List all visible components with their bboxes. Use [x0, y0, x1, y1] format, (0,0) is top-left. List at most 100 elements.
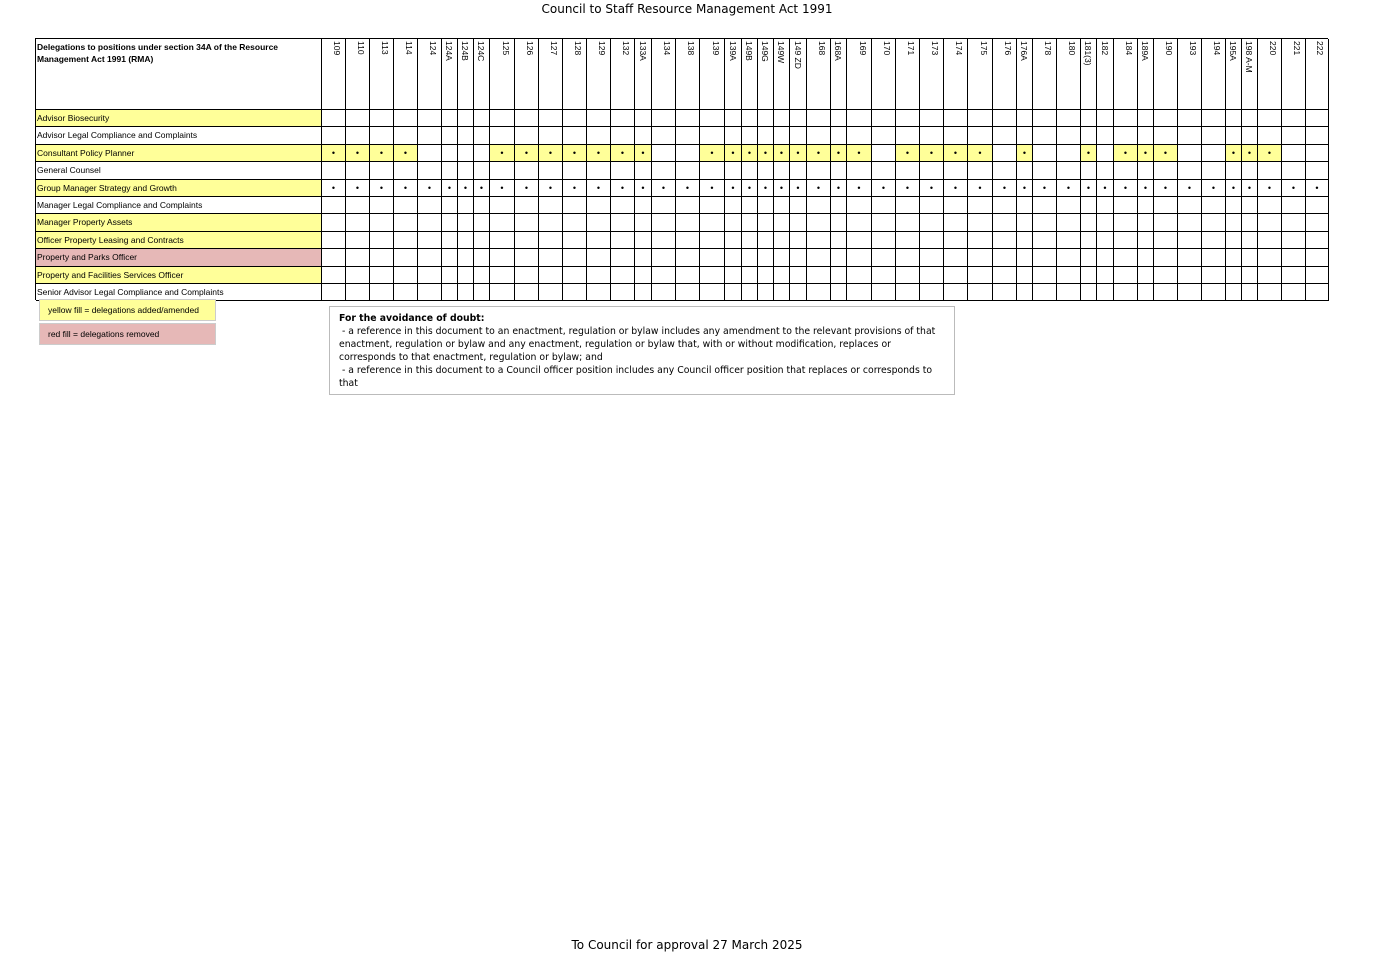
empty-cell [490, 127, 515, 145]
empty-cell [1202, 249, 1226, 267]
empty-cell [458, 162, 474, 180]
empty-cell [1226, 214, 1242, 232]
empty-cell [1258, 162, 1282, 180]
empty-cell [1081, 127, 1097, 145]
section-header: 184 [1114, 39, 1138, 110]
empty-cell [1081, 231, 1097, 250]
empty-cell [1114, 249, 1138, 267]
empty-cell [442, 284, 458, 302]
empty-cell [515, 127, 539, 145]
delegation-cell: • [742, 179, 758, 197]
empty-cell [1057, 266, 1081, 284]
empty-cell [474, 127, 490, 145]
empty-cell [1017, 266, 1033, 284]
empty-cell [1114, 162, 1138, 180]
empty-cell [790, 266, 807, 284]
empty-cell [1033, 249, 1057, 267]
delegation-cell: • [1202, 179, 1226, 197]
delegation-cell: • [370, 179, 394, 197]
empty-cell [322, 266, 346, 284]
delegation-cell: • [700, 179, 725, 197]
empty-cell [563, 249, 587, 267]
empty-cell [993, 266, 1017, 284]
delegation-cell: • [418, 179, 442, 197]
empty-cell [847, 162, 872, 180]
section-header: 198 A-M [1242, 39, 1258, 110]
empty-cell [1242, 249, 1258, 267]
empty-cell [920, 266, 944, 284]
empty-cell [1033, 197, 1057, 215]
empty-cell [1154, 127, 1178, 145]
delegation-cell: • [968, 144, 993, 163]
empty-cell [742, 110, 758, 128]
delegation-cell: • [394, 144, 418, 163]
empty-cell [563, 284, 587, 302]
section-header: 138 [676, 39, 700, 110]
empty-cell [1017, 284, 1033, 302]
empty-cell [370, 249, 394, 267]
empty-cell [1097, 162, 1114, 180]
empty-cell [1154, 197, 1178, 215]
delegation-cell: • [539, 179, 563, 197]
delegation-cell: • [807, 144, 831, 163]
delegation-cell: • [993, 179, 1017, 197]
empty-cell [442, 249, 458, 267]
section-header: 114 [394, 39, 418, 110]
empty-cell [700, 284, 725, 302]
empty-cell [652, 214, 676, 232]
empty-cell [725, 197, 742, 215]
empty-cell [758, 231, 774, 250]
empty-cell [1258, 266, 1282, 284]
empty-cell [1081, 284, 1097, 302]
empty-cell [944, 284, 968, 302]
empty-cell [587, 127, 611, 145]
empty-cell [831, 162, 847, 180]
empty-cell [758, 266, 774, 284]
section-header: 190 [1154, 39, 1178, 110]
empty-cell [539, 249, 563, 267]
delegation-cell: • [1138, 179, 1154, 197]
empty-cell [370, 110, 394, 128]
empty-cell [322, 284, 346, 302]
empty-cell [515, 249, 539, 267]
delegation-cell: • [1057, 179, 1081, 197]
empty-cell [774, 162, 790, 180]
empty-cell [944, 197, 968, 215]
empty-cell [635, 197, 652, 215]
empty-cell [1154, 266, 1178, 284]
delegation-cell: • [944, 179, 968, 197]
empty-cell [725, 284, 742, 302]
empty-cell [872, 231, 896, 250]
empty-cell [993, 284, 1017, 302]
empty-cell [944, 266, 968, 284]
empty-cell [611, 162, 635, 180]
empty-cell [563, 110, 587, 128]
note-line: - a reference in this document to a Coun… [339, 365, 936, 389]
delegation-cell: • [490, 144, 515, 163]
delegation-cell: • [1097, 179, 1114, 197]
empty-cell [1081, 162, 1097, 180]
empty-cell [1226, 197, 1242, 215]
empty-cell [1057, 144, 1081, 163]
empty-cell [920, 231, 944, 250]
delegation-table: Delegations to positions under section 3… [35, 38, 1329, 302]
section-header: 178 [1033, 39, 1057, 110]
empty-cell [920, 110, 944, 128]
empty-cell [1097, 249, 1114, 267]
empty-cell [458, 214, 474, 232]
empty-cell [968, 249, 993, 267]
empty-cell [872, 214, 896, 232]
empty-cell [539, 127, 563, 145]
delegation-cell: • [1226, 179, 1242, 197]
empty-cell [458, 231, 474, 250]
empty-cell [1258, 284, 1282, 302]
empty-cell [847, 284, 872, 302]
empty-cell [968, 197, 993, 215]
empty-cell [458, 197, 474, 215]
empty-cell [993, 127, 1017, 145]
section-header: 149W [774, 39, 790, 110]
section-header: 220 [1258, 39, 1282, 110]
empty-cell [1178, 110, 1202, 128]
delegation-cell: • [1226, 144, 1242, 163]
legend-item: red fill = delegations removed [39, 323, 216, 345]
